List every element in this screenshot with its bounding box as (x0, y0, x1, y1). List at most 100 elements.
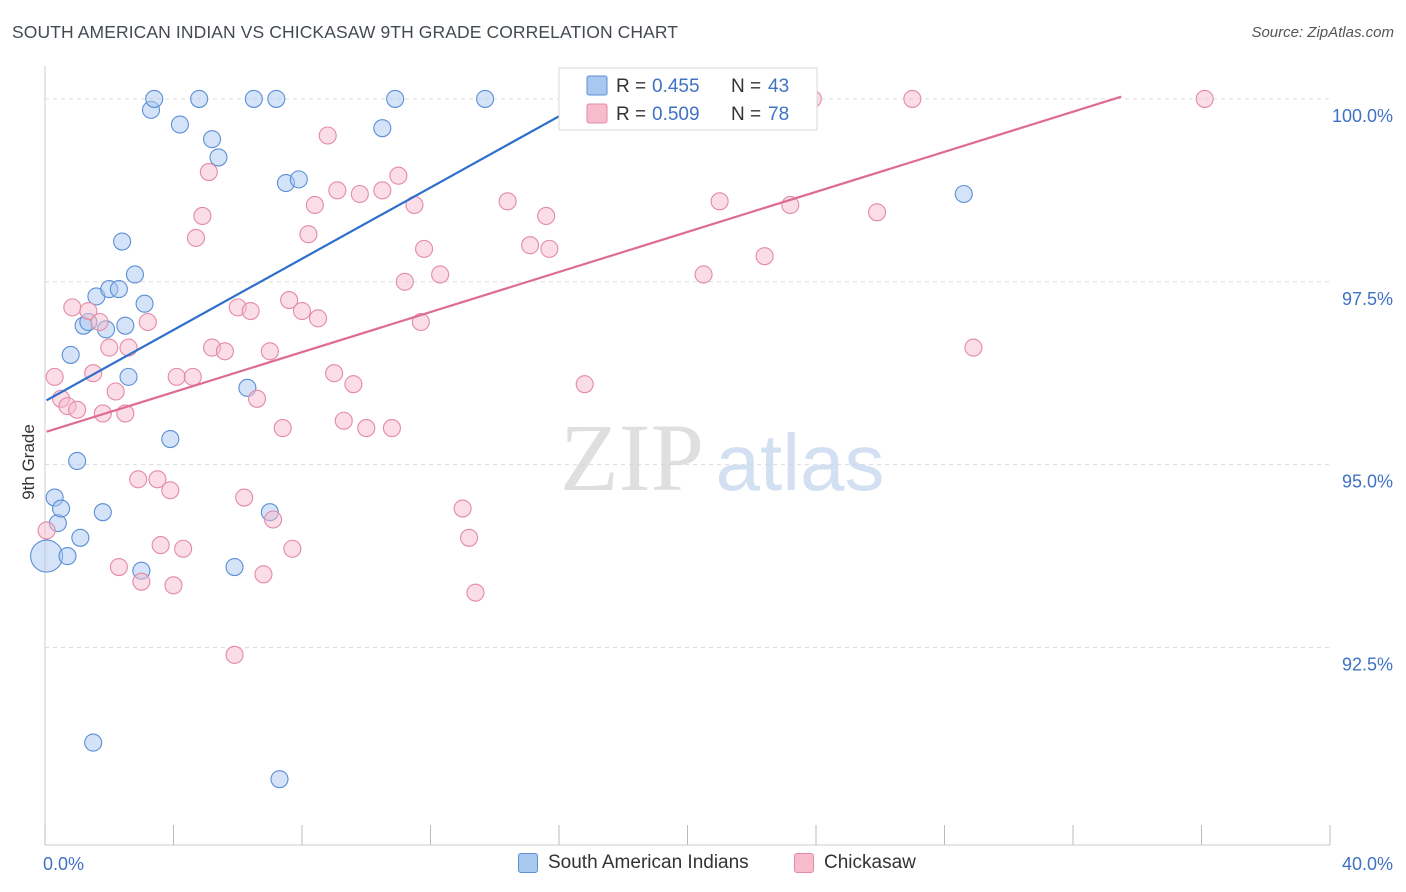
point-chickasaw (79, 301, 98, 321)
point-chickasaw (305, 195, 324, 215)
point-chickasaw (903, 89, 922, 108)
stats-n-value-pink: 78 (768, 104, 789, 125)
point-chickasaw (575, 375, 594, 394)
data-points (30, 89, 1214, 789)
point-chickasaw (138, 312, 157, 332)
point-south-american-indian (116, 316, 135, 335)
point-chickasaw (453, 499, 472, 518)
point-south-american-indian (109, 280, 128, 299)
point-chickasaw (273, 419, 292, 438)
point-chickasaw (1195, 89, 1214, 108)
point-chickasaw (540, 239, 559, 258)
point-chickasaw (318, 126, 337, 145)
point-south-american-indian (289, 170, 308, 189)
point-south-american-indian (119, 367, 138, 386)
point-chickasaw (309, 309, 328, 328)
point-south-american-indian (225, 557, 244, 577)
stats-legend: R = 0.455 N = 43 R = 0.509 N = 78 (558, 67, 818, 131)
point-chickasaw (299, 225, 318, 244)
point-chickasaw (382, 419, 402, 438)
legend-swatch-blue (518, 853, 538, 873)
stats-r-value-pink: 0.509 (652, 104, 700, 125)
point-south-american-indian (135, 294, 154, 313)
point-chickasaw (537, 206, 556, 225)
legend-label: Chickasaw (824, 852, 916, 873)
point-south-american-indian (267, 89, 286, 108)
point-chickasaw (90, 312, 109, 332)
watermark: ZIP atlas (560, 404, 884, 511)
point-chickasaw (106, 382, 125, 401)
point-chickasaw (328, 181, 347, 200)
y-axis-label: 9th Grade (19, 424, 38, 500)
stats-swatch-pink (586, 103, 608, 124)
point-south-american-indian (113, 232, 132, 251)
x-tick-label-max: 40.0% (1342, 854, 1393, 874)
point-chickasaw (459, 528, 479, 547)
point-chickasaw (164, 576, 183, 595)
point-chickasaw (755, 247, 774, 266)
point-south-american-indian (386, 89, 405, 108)
point-chickasaw (334, 411, 353, 430)
point-chickasaw (694, 265, 713, 284)
point-south-american-indian (68, 451, 87, 471)
point-chickasaw (964, 338, 983, 357)
y-tick-label: 97.5% (1342, 289, 1393, 309)
point-chickasaw (389, 166, 408, 185)
tick-labels: 92.5% 95.0% 97.5% 100.0% 0.0% 40.0% (43, 106, 1393, 874)
point-chickasaw (260, 342, 279, 361)
legend-swatch-pink (794, 853, 814, 873)
trend-lines (46, 95, 1122, 433)
source-credit: Source: ZipAtlas.com (1251, 24, 1394, 41)
point-chickasaw (357, 419, 376, 438)
point-chickasaw (174, 539, 193, 558)
point-chickasaw (37, 521, 56, 540)
point-chickasaw (395, 272, 414, 291)
point-chickasaw (151, 536, 170, 555)
point-south-american-indian (125, 265, 144, 284)
point-south-american-indian (71, 528, 90, 547)
point-south-american-indian (52, 499, 71, 518)
axes (44, 66, 1331, 846)
legend-label: South American Indians (548, 852, 749, 873)
point-chickasaw (183, 367, 202, 386)
series-legend: South American Indians Chickasaw (0, 852, 1406, 878)
legend-item-chickasaw[interactable]: Chickasaw (794, 852, 916, 874)
point-south-american-indian (93, 503, 112, 522)
point-chickasaw (283, 539, 302, 558)
stats-r-value-blue: 0.455 (652, 76, 700, 97)
point-chickasaw (521, 236, 540, 255)
point-chickasaw (109, 557, 128, 577)
point-south-american-indian (30, 539, 64, 573)
point-chickasaw (167, 367, 186, 386)
y-tick-label: 92.5% (1342, 655, 1393, 675)
stats-n-label-blue: N = (731, 76, 761, 97)
point-chickasaw (498, 192, 517, 211)
point-chickasaw (411, 312, 430, 332)
stats-n-value-blue: 43 (768, 76, 789, 97)
point-chickasaw (193, 206, 212, 225)
point-south-american-indian (209, 148, 228, 167)
stats-swatch-blue (586, 75, 608, 96)
point-chickasaw (186, 228, 206, 247)
point-south-american-indian (61, 345, 80, 364)
point-south-american-indian (373, 119, 392, 138)
y-tick-label: 100.0% (1332, 106, 1393, 126)
point-chickasaw (264, 510, 283, 529)
stats-n-label-pink: N = (731, 104, 761, 125)
point-chickasaw (466, 583, 485, 602)
x-tick-label-min: 0.0% (43, 854, 84, 874)
point-chickasaw (225, 645, 244, 664)
point-south-american-indian (84, 733, 103, 752)
chart-title: SOUTH AMERICAN INDIAN VS CHICKASAW 9TH G… (12, 22, 679, 42)
point-chickasaw (431, 265, 450, 284)
point-chickasaw (45, 367, 64, 386)
point-chickasaw (247, 389, 267, 408)
trend-line-chickasaw (46, 95, 1122, 433)
legend-item-south-american-indians[interactable]: South American Indians (518, 852, 749, 874)
point-chickasaw (254, 565, 273, 584)
point-chickasaw (710, 192, 729, 211)
point-chickasaw (350, 184, 369, 204)
point-chickasaw (241, 301, 260, 321)
trend-line-south-american-indians (46, 95, 595, 402)
